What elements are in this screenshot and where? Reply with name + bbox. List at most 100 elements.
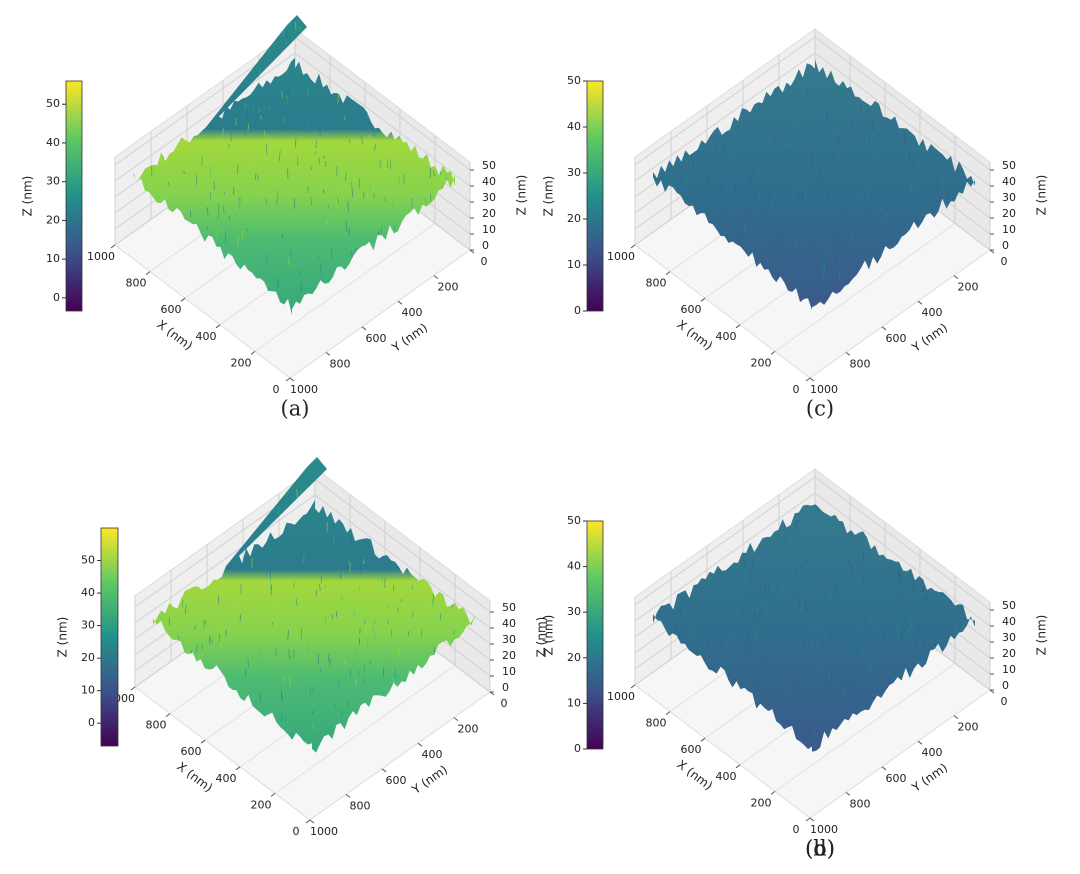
texture-stroke [305,526,307,536]
x-tick-label: 800 [146,719,167,732]
texture-stroke [288,256,290,265]
z-tick-label: 50 [482,159,496,172]
texture-stroke [339,575,342,579]
texture-stroke [786,702,789,712]
texture-stroke [215,495,218,506]
colorbar [65,80,83,312]
texture-stroke [852,578,854,584]
texture-stroke [201,643,203,649]
texture-stroke [793,647,796,652]
texture-stroke [374,143,376,151]
texture-stroke [829,246,832,256]
texture-stroke [900,157,902,162]
texture-stroke [416,39,418,47]
texture-stroke [277,506,280,515]
texture-stroke [950,88,952,94]
x-tick-label: 1000 [607,690,635,703]
grid-line [289,249,471,379]
texture-stroke [837,637,839,649]
texture-stroke [294,21,297,31]
texture-stroke [417,487,420,499]
texture-stroke [675,74,677,81]
texture-stroke [890,510,893,518]
texture-stroke [707,637,710,644]
tick-mark [145,271,151,276]
texture-stroke [247,657,250,668]
texture-stroke [1006,140,1007,145]
texture-stroke [346,701,349,708]
texture-stroke [201,651,204,659]
texture-stroke [693,547,696,555]
texture-stroke [636,566,637,570]
texture-stroke [807,667,810,676]
texture-stroke [672,528,674,539]
texture-stroke [258,107,260,114]
texture-stroke [347,712,349,717]
texture-stroke [775,549,778,557]
texture-stroke [863,593,865,604]
texture-stroke [195,174,198,186]
texture-stroke [478,557,479,562]
texture-stroke [937,293,939,299]
texture-stroke [707,644,709,648]
texture-stroke [380,479,382,490]
texture-stroke [725,664,728,673]
texture-stroke [237,236,240,247]
colorbar-tick-label: 20 [567,212,581,225]
texture-stroke [285,40,288,46]
x-tick-label: 400 [196,330,217,343]
texture-stroke [841,573,843,584]
texture-stroke [872,122,874,132]
texture-stroke [348,228,351,236]
texture-stroke [755,629,757,640]
texture-stroke [130,81,131,84]
texture-stroke [337,681,340,686]
texture-stroke [209,506,212,512]
texture-stroke [744,223,746,235]
colorbar-tick-label: 30 [567,605,581,618]
texture-stroke [823,96,826,102]
z-tick-label: 0 [1002,679,1009,692]
texture-stroke [425,457,428,458]
x-tick-label: 1000 [607,250,635,263]
texture-stroke [997,706,998,710]
texture-stroke [120,253,121,262]
texture-stroke [457,547,459,555]
x-axis-label: X (nm) [174,759,215,795]
z-axis-label: Z (nm) [1035,175,1049,216]
texture-stroke [217,203,220,215]
colorbar-tick-label: 50 [46,97,60,110]
texture-stroke [355,647,358,658]
texture-stroke [992,716,993,719]
caption: (d) [805,837,835,861]
texture-stroke [785,526,787,531]
texture-stroke [190,38,193,50]
texture-stroke [683,725,686,731]
z-tick-label: 30 [1002,191,1016,204]
texture-stroke [196,503,198,508]
texture-stroke [879,155,881,162]
texture-stroke [851,565,854,577]
texture-stroke [940,177,943,185]
tick-mark [770,791,776,795]
texture-stroke [729,219,732,226]
texture-stroke [912,77,914,82]
y-tick-label: 600 [366,332,387,345]
texture-stroke [414,499,416,503]
tick-mark [433,275,439,280]
texture-stroke [168,492,170,503]
texture-stroke [361,134,363,144]
texture-stroke [960,520,962,528]
grid-line [634,52,991,187]
grid-line [774,662,956,792]
texture-stroke [889,635,892,642]
texture-stroke [838,572,841,583]
texture-stroke [327,204,330,210]
texture-stroke [129,259,130,266]
texture-stroke [711,636,713,643]
texture-stroke [463,10,464,18]
texture-stroke [436,95,438,107]
texture-stroke [988,56,989,60]
y-axis-label: Y (nm) [909,760,950,795]
texture-stroke [902,517,905,522]
